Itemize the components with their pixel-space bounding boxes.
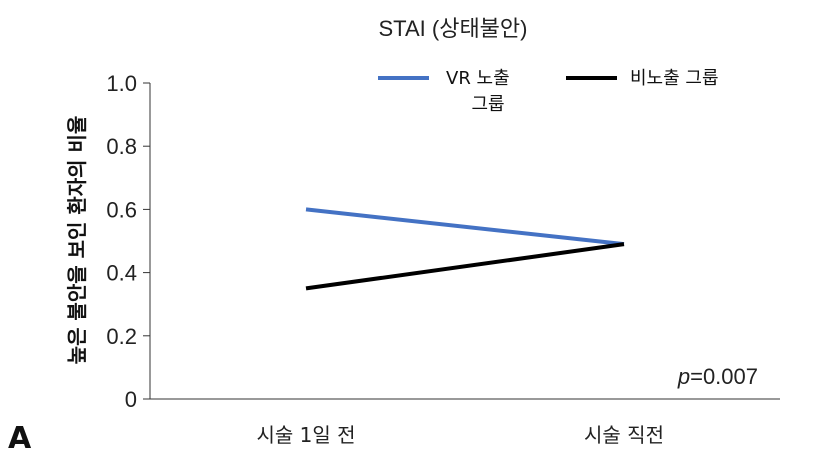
series-line-vr	[305, 207, 625, 247]
y-tick-label: 0.8	[106, 134, 137, 159]
legend-label-vr-line2: 그룹	[471, 94, 504, 115]
x-tick-label: 시술 직전	[584, 423, 664, 447]
x-tick-label: 시술 1일 전	[256, 423, 355, 447]
y-tick-label: 0.4	[106, 261, 137, 286]
series-line-nonvr	[305, 242, 625, 291]
y-tick-label: 1.0	[106, 71, 137, 96]
y-axis-label: 높은 불안을 보인 환자의 비율	[65, 116, 89, 365]
p-value: =0.007	[690, 364, 758, 389]
legend-label-vr-line1: VR 노출	[446, 68, 510, 89]
y-tick-label: 0.2	[106, 324, 137, 349]
p-symbol: p	[677, 364, 690, 389]
y-tick-label: 0.6	[106, 197, 137, 222]
y-axis-label-text: 높은 불안을 보인 환자의 비율	[65, 116, 89, 365]
legend-label-nonvr: 비노출 그룹	[630, 68, 719, 89]
series-lines	[305, 207, 625, 291]
legend: VR 노출 그룹 비노출 그룹	[378, 68, 719, 115]
y-tick-label: 0	[125, 387, 137, 412]
y-ticks: 0 0.2 0.4 0.6 0.8 1.0	[106, 71, 150, 412]
x-ticks: 시술 1일 전 시술 직전	[256, 423, 664, 447]
p-value-annotation: p=0.007	[677, 364, 758, 389]
chart-title: STAI (상태불안)	[379, 16, 528, 41]
panel-label: A	[8, 421, 32, 456]
